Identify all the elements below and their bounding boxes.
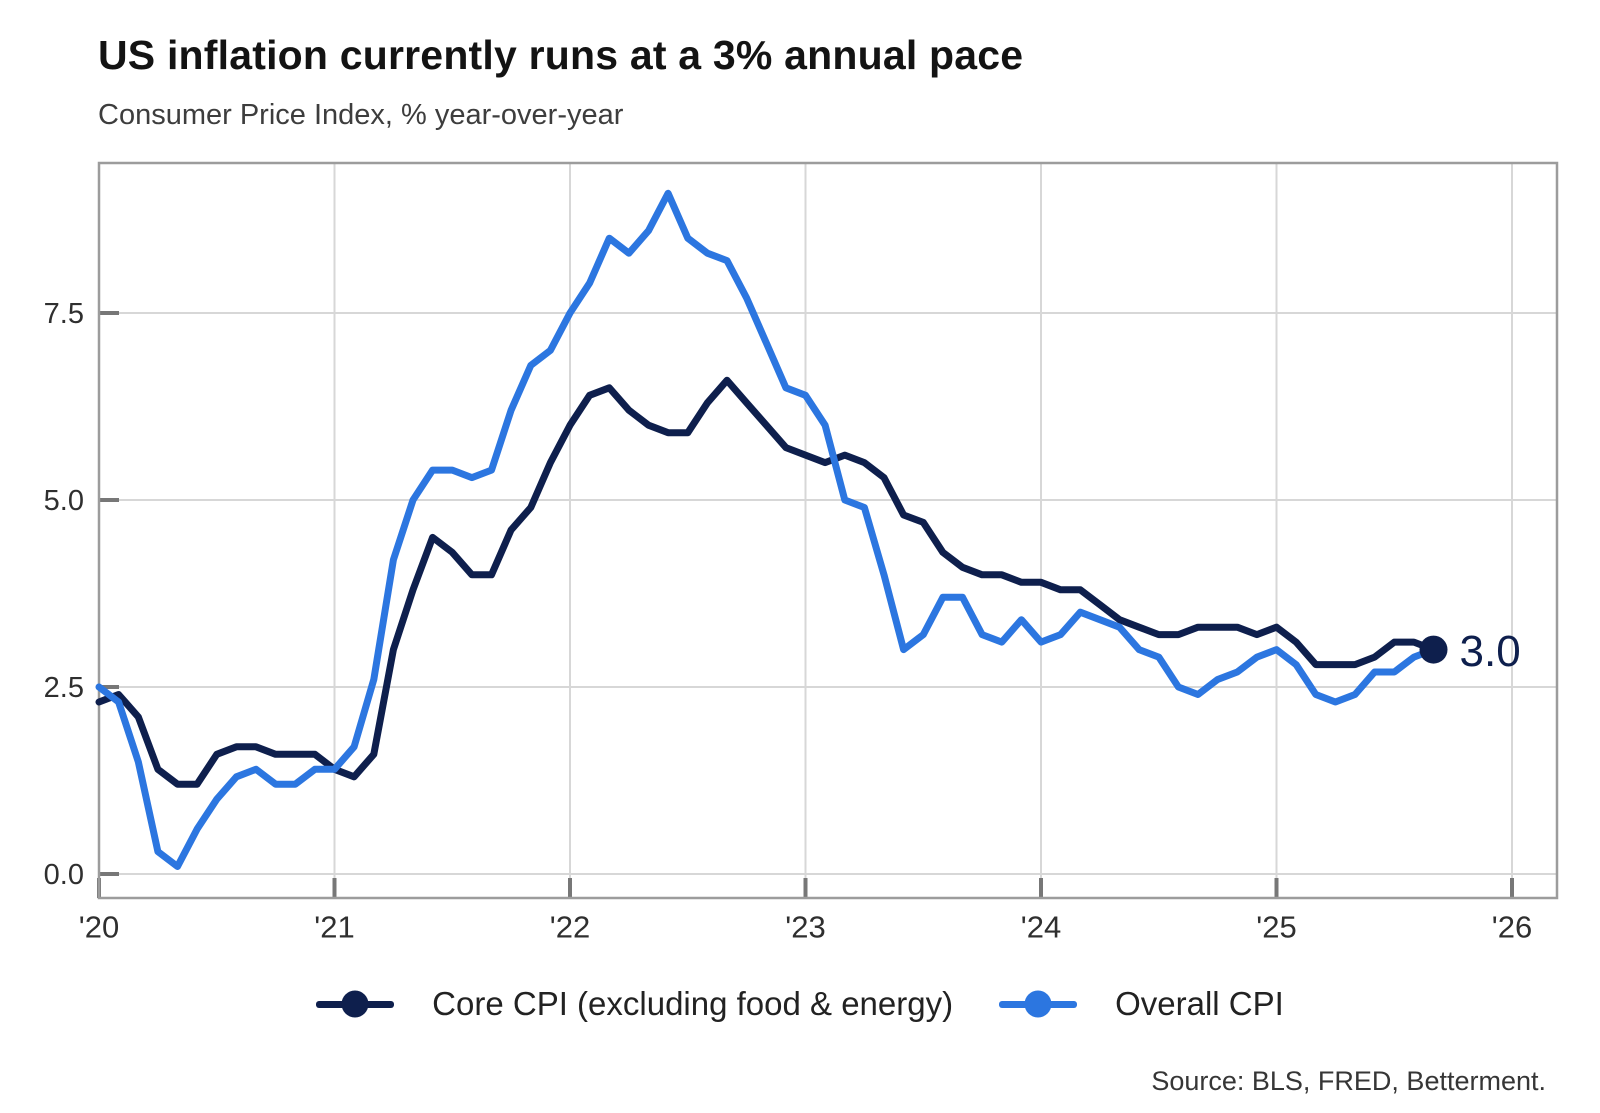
overall-cpi-legend-dot-icon <box>1024 990 1052 1018</box>
x-axis-label-21: '21 <box>314 910 354 945</box>
x-axis-label-25: '25 <box>1256 910 1296 945</box>
plot-border <box>97 161 1559 900</box>
core-cpi-legend-dot-icon <box>341 990 369 1018</box>
overall-cpi-line <box>95 189 1437 870</box>
y-axis-label-0.0: 0.0 <box>44 859 84 891</box>
chart-title: US inflation currently runs at a 3% annu… <box>98 32 1024 78</box>
x-axis-label-24: '24 <box>1021 910 1061 945</box>
chart-legend: Core CPI (excluding food & energy) Overa… <box>0 962 1600 1046</box>
core-cpi-legend-marker-icon <box>316 990 395 1018</box>
core-cpi-line <box>95 376 1437 788</box>
legend-label-core-cpi: Core CPI (excluding food & energy) <box>432 985 954 1022</box>
y-axis-label-2.5: 2.5 <box>44 672 84 704</box>
x-axis-label-26: '26 <box>1492 910 1532 945</box>
latest-value-dot <box>1419 635 1448 664</box>
y-axis-label-7.5: 7.5 <box>44 298 84 330</box>
x-axis-label-23: '23 <box>785 910 825 945</box>
overall-cpi-legend-marker-icon <box>999 990 1078 1018</box>
source-attribution: Source: BLS, FRED, Betterment. <box>1151 1066 1546 1096</box>
latest-value-label: 3.0 <box>1460 627 1521 676</box>
x-axis-label-22: '22 <box>550 910 590 945</box>
legend-item-core-cpi: Core CPI (excluding food & energy) <box>316 985 953 1023</box>
legend-label-overall-cpi: Overall CPI <box>1115 985 1284 1022</box>
y-axis-label-5.0: 5.0 <box>44 485 84 517</box>
chart-subtitle: Consumer Price Index, % year-over-year <box>98 99 624 131</box>
legend-item-overall-cpi: Overall CPI <box>999 985 1284 1023</box>
x-axis-label-20: '20 <box>79 910 119 945</box>
